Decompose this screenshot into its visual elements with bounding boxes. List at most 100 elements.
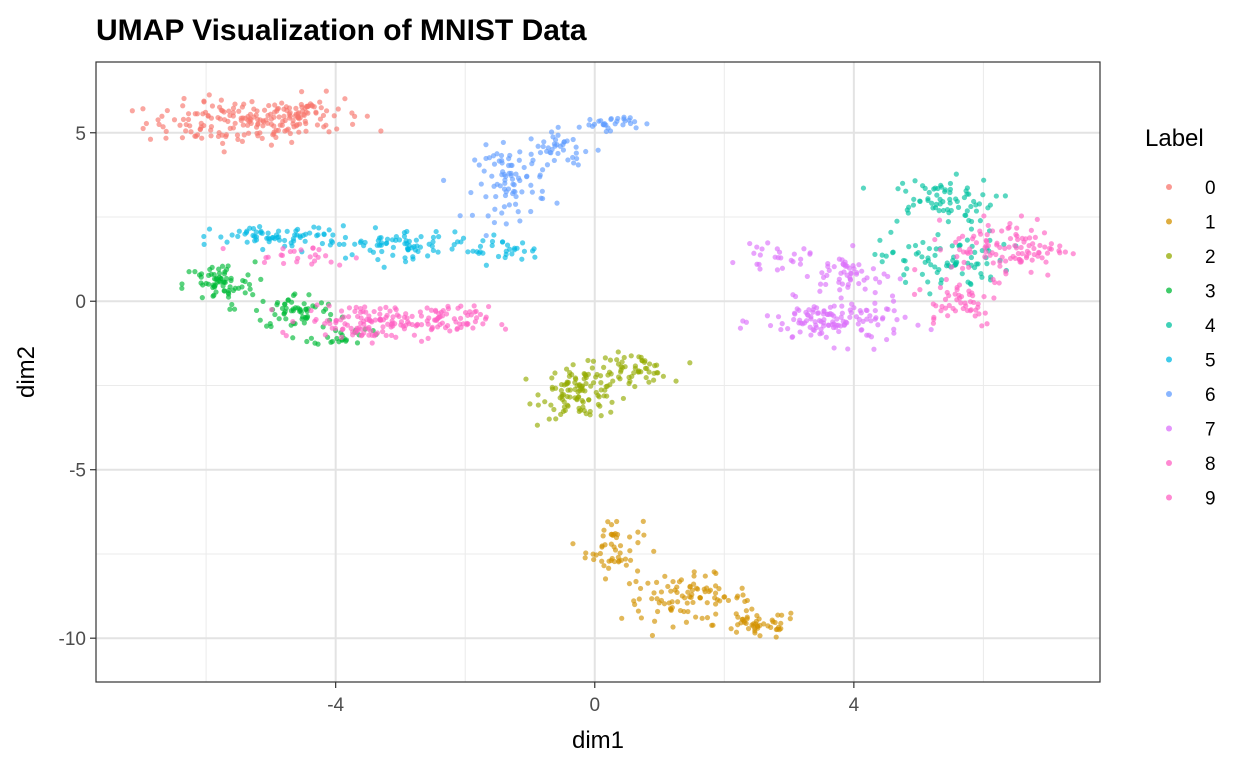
point-label-0 xyxy=(230,105,237,111)
point-label-3 xyxy=(295,305,301,311)
legend-label-1: 1 xyxy=(1205,213,1216,234)
point-label-1 xyxy=(687,583,693,589)
point-label-1 xyxy=(744,597,750,604)
point-label-8 xyxy=(263,255,269,261)
point-label-8 xyxy=(283,333,289,339)
point-label-8 xyxy=(435,315,441,321)
point-label-1 xyxy=(632,601,638,608)
point-label-9 xyxy=(969,290,975,296)
chart-title: UMAP Visualization of MNIST Data xyxy=(96,14,587,47)
point-label-2 xyxy=(614,357,620,363)
point-label-1 xyxy=(669,599,675,605)
point-label-0 xyxy=(232,101,238,107)
point-label-4 xyxy=(985,205,991,211)
point-label-8 xyxy=(460,321,466,327)
point-label-9 xyxy=(1062,249,1068,255)
point-label-0 xyxy=(185,111,192,117)
point-label-9 xyxy=(973,240,980,246)
point-label-9 xyxy=(979,323,985,329)
point-label-8 xyxy=(326,303,332,309)
point-label-5 xyxy=(519,240,526,246)
point-label-0 xyxy=(259,135,265,141)
point-label-7 xyxy=(850,243,856,249)
point-label-9 xyxy=(967,299,974,305)
point-label-1 xyxy=(590,551,596,557)
point-label-1 xyxy=(622,556,629,562)
point-label-9 xyxy=(982,245,988,251)
point-label-8 xyxy=(295,255,301,261)
point-label-6 xyxy=(516,157,522,163)
point-label-7 xyxy=(858,310,864,316)
point-label-7 xyxy=(808,314,814,320)
point-label-0 xyxy=(155,117,161,123)
point-label-0 xyxy=(342,96,348,102)
point-label-0 xyxy=(159,113,165,119)
point-label-9 xyxy=(952,308,959,314)
point-label-0 xyxy=(226,108,232,114)
point-label-0 xyxy=(230,125,236,131)
point-label-7 xyxy=(838,314,844,320)
point-label-8 xyxy=(454,325,460,332)
point-label-7 xyxy=(897,276,903,282)
point-label-4 xyxy=(964,208,970,214)
point-label-2 xyxy=(605,372,611,378)
point-label-5 xyxy=(260,246,266,253)
point-label-6 xyxy=(621,116,627,122)
point-label-2 xyxy=(602,387,608,393)
point-label-0 xyxy=(156,121,162,127)
point-label-4 xyxy=(966,217,972,224)
point-label-4 xyxy=(947,189,953,196)
point-label-7 xyxy=(751,250,757,256)
point-label-8 xyxy=(394,312,400,318)
point-label-9 xyxy=(938,308,944,314)
point-label-9 xyxy=(1012,242,1018,249)
point-label-1 xyxy=(691,569,697,575)
point-label-3 xyxy=(216,270,223,276)
point-label-5 xyxy=(326,227,332,233)
point-label-7 xyxy=(844,263,850,269)
point-label-7 xyxy=(801,246,807,252)
point-label-0 xyxy=(208,115,215,121)
point-label-6 xyxy=(498,152,505,159)
point-label-7 xyxy=(928,326,934,333)
point-label-1 xyxy=(693,614,699,620)
point-label-3 xyxy=(252,259,258,265)
point-label-2 xyxy=(618,367,624,373)
point-label-5 xyxy=(253,234,260,240)
point-label-1 xyxy=(672,587,678,593)
point-label-8 xyxy=(363,309,369,315)
point-label-1 xyxy=(787,616,793,622)
point-label-4 xyxy=(953,171,959,177)
point-label-4 xyxy=(1002,193,1008,199)
point-label-1 xyxy=(635,608,642,614)
point-label-7 xyxy=(855,321,861,327)
point-label-1 xyxy=(728,626,734,632)
point-label-8 xyxy=(333,317,339,324)
point-label-5 xyxy=(417,244,424,250)
point-label-8 xyxy=(369,319,375,325)
point-label-6 xyxy=(612,121,618,127)
point-label-6 xyxy=(500,139,506,146)
point-label-1 xyxy=(706,588,712,595)
point-label-7 xyxy=(883,306,890,312)
point-label-5 xyxy=(294,226,301,232)
point-label-8 xyxy=(480,321,486,327)
point-label-1 xyxy=(678,577,684,583)
point-label-1 xyxy=(582,555,588,561)
point-label-7 xyxy=(859,327,865,333)
point-label-7 xyxy=(737,325,744,331)
point-label-5 xyxy=(316,225,322,231)
point-label-1 xyxy=(690,599,696,606)
point-label-8 xyxy=(445,303,451,309)
point-label-1 xyxy=(712,595,718,601)
point-label-0 xyxy=(267,111,274,117)
point-label-7 xyxy=(825,263,831,270)
point-label-6 xyxy=(576,124,582,130)
point-label-0 xyxy=(245,130,252,136)
point-label-0 xyxy=(238,117,244,123)
point-label-6 xyxy=(528,136,534,142)
x-tick-label: 4 xyxy=(849,695,860,716)
point-label-6 xyxy=(503,221,509,227)
point-label-4 xyxy=(926,189,932,196)
point-label-4 xyxy=(927,291,933,297)
